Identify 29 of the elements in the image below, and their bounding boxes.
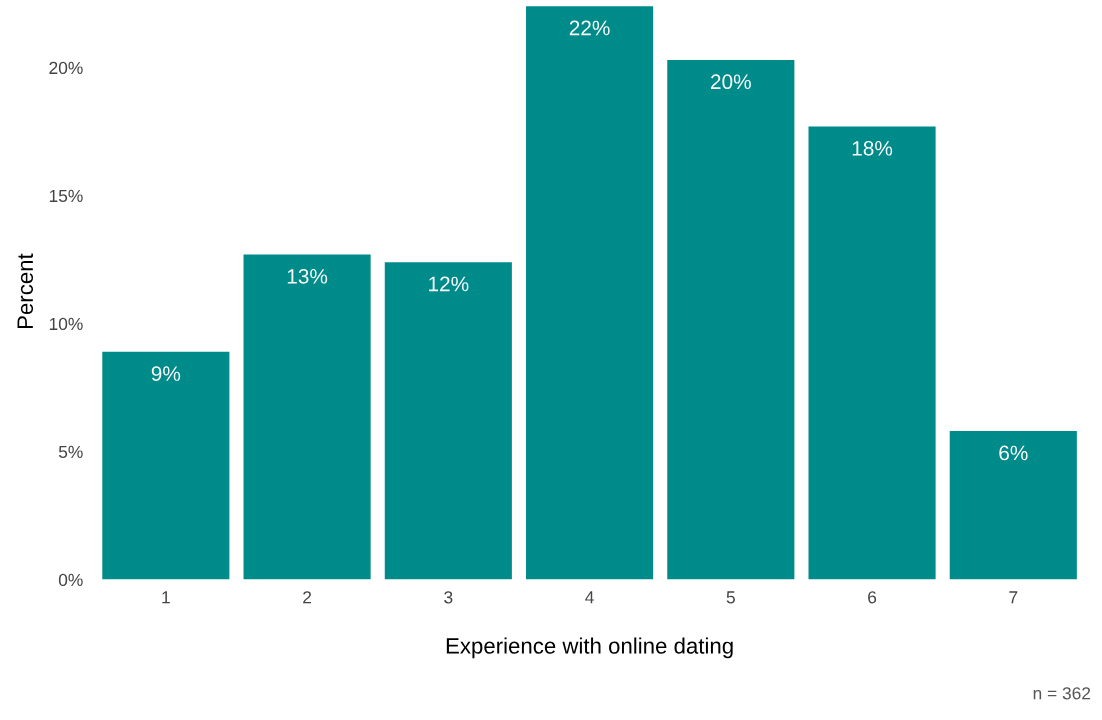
- x-tick-label: 4: [585, 591, 594, 604]
- x-tick-label: 3: [444, 591, 453, 604]
- bar: [526, 6, 654, 580]
- x-tick-label: 5: [726, 591, 735, 604]
- bar: [102, 351, 230, 580]
- data-label: 6%: [999, 445, 1028, 461]
- y-tick-label: 10%: [49, 317, 83, 331]
- y-axis-title: Percent: [17, 253, 34, 329]
- x-tick-label: 7: [1009, 591, 1018, 604]
- bar: [949, 431, 1077, 580]
- data-label: 22%: [569, 20, 610, 36]
- bar: [667, 59, 795, 580]
- x-tick-label: 2: [303, 591, 312, 604]
- y-tick-label: 5%: [58, 445, 83, 459]
- data-label: 12%: [429, 276, 469, 292]
- text: n = 362: [1033, 687, 1091, 700]
- data-label: 20%: [711, 74, 751, 90]
- bar: [243, 254, 371, 580]
- y-tick-label: 20%: [49, 61, 83, 75]
- data-label: 13%: [287, 268, 328, 284]
- x-tick-label: 6: [868, 591, 877, 604]
- bar: [384, 262, 512, 580]
- x-tick-label: 1: [162, 591, 170, 604]
- x-axis-title: Experience with online dating: [446, 637, 733, 659]
- y-tick-label: 15%: [49, 189, 83, 203]
- y-tick-label: 0%: [58, 573, 83, 587]
- bar: [808, 126, 936, 580]
- data-label: 18%: [852, 140, 893, 156]
- data-label: 9%: [151, 366, 181, 381]
